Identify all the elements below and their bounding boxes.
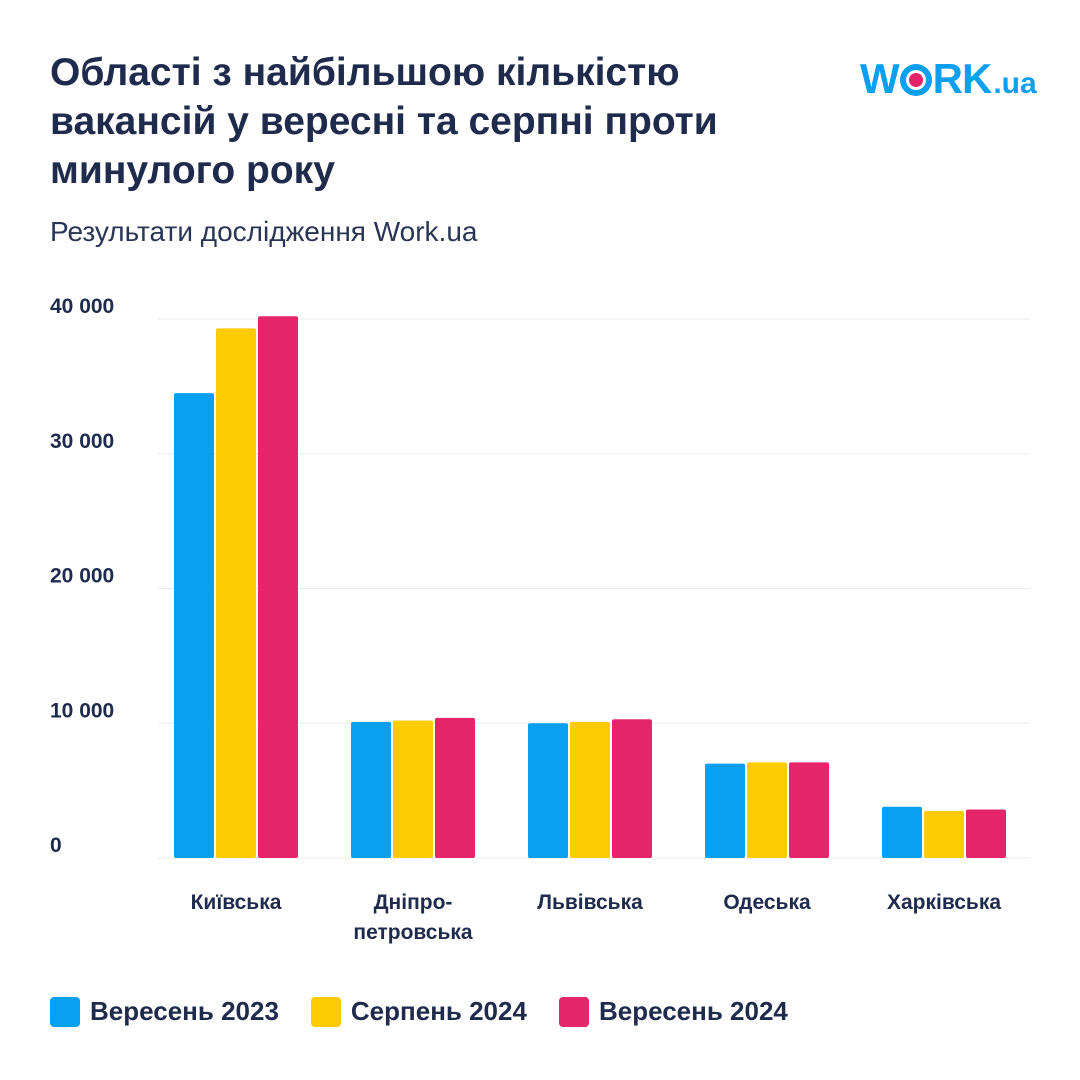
legend-item: Вересень 2024	[558, 996, 788, 1027]
legend-item: Серпень 2024	[310, 996, 527, 1027]
y-tick-label: 40 000	[50, 295, 114, 318]
y-tick-label: 10 000	[50, 699, 114, 722]
logo-suffix: .ua	[993, 67, 1037, 100]
logo-dot-icon	[899, 64, 932, 96]
bar	[570, 721, 610, 858]
y-tick-label: 30 000	[50, 430, 114, 453]
legend-label: Вересень 2023	[90, 996, 279, 1026]
legend-label: Вересень 2024	[598, 996, 788, 1026]
bar	[174, 393, 214, 858]
y-tick-label: 0	[50, 834, 62, 857]
bar	[612, 719, 652, 858]
bar	[216, 328, 256, 858]
x-category-label: Львівська	[537, 891, 643, 914]
bar	[882, 806, 922, 858]
bar	[705, 763, 745, 858]
chart-subtitle: Результати дослідження Work.ua	[50, 216, 478, 247]
bar	[747, 762, 787, 858]
work-ua-logo: W RK .ua	[860, 54, 1037, 104]
bar	[966, 809, 1006, 858]
x-category-label: Київська	[191, 891, 282, 914]
bar	[435, 717, 475, 858]
logo-letters-rk: RK	[932, 55, 993, 102]
legend-swatch	[310, 996, 341, 1027]
bar	[789, 762, 829, 858]
bar	[528, 723, 568, 858]
logo-letter-w: W	[860, 55, 900, 102]
y-tick-label: 20 000	[50, 565, 114, 588]
chart-legend: Вересень 2023 Серпень 2024 Вересень 2024	[50, 996, 820, 1027]
bar	[393, 720, 433, 858]
x-category-label: Харківська	[887, 891, 1001, 914]
x-category-label: Одеська	[723, 891, 811, 914]
bar	[924, 810, 964, 858]
legend-swatch	[558, 996, 589, 1027]
legend-label: Серпень 2024	[350, 996, 527, 1026]
bar	[258, 316, 298, 858]
legend-swatch	[50, 996, 80, 1027]
legend-item: Вересень 2023	[50, 996, 279, 1027]
bar	[351, 721, 391, 858]
x-category-label: Дніпро-петровська	[353, 891, 473, 944]
chart-title: Області з найбільшою кількістю вакансій …	[50, 51, 718, 192]
